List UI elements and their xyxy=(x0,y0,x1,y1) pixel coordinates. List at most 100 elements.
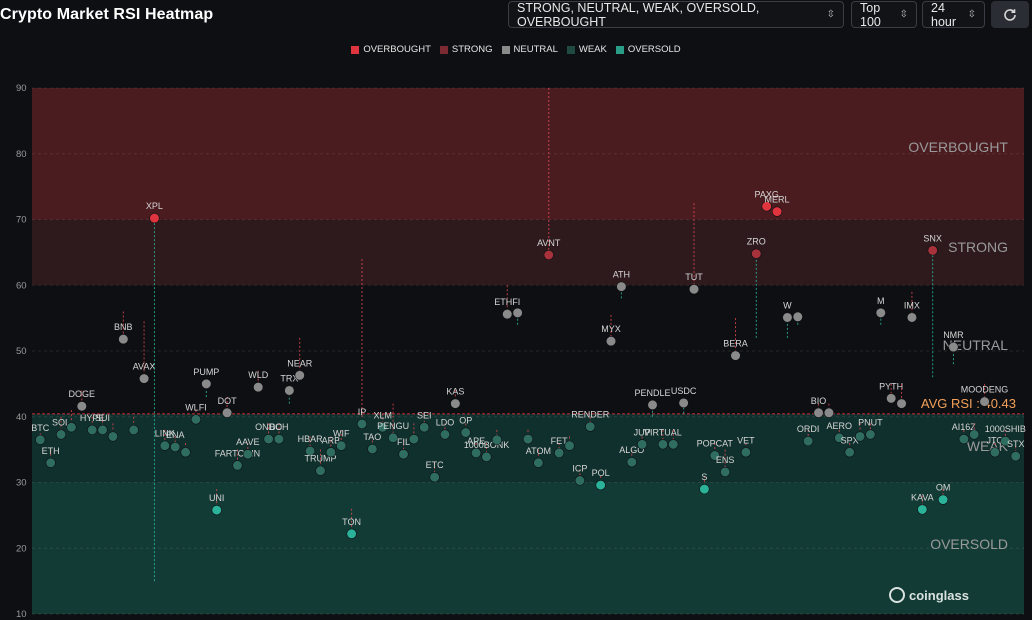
point-hbar[interactable] xyxy=(304,445,316,457)
point-ondo[interactable] xyxy=(263,434,274,445)
point-merl[interactable] xyxy=(771,206,783,217)
point-myx[interactable] xyxy=(605,336,617,347)
point-popcat[interactable] xyxy=(709,450,720,461)
point-unlabeled[interactable] xyxy=(854,431,866,442)
point-unlabeled[interactable] xyxy=(564,440,575,451)
legend-item-oversold[interactable]: OVERSOLD xyxy=(615,44,681,55)
point-ton[interactable] xyxy=(346,528,357,539)
point-zro[interactable] xyxy=(751,248,762,259)
refresh-button[interactable] xyxy=(991,1,1029,28)
point-sei[interactable] xyxy=(419,422,430,433)
point-ath[interactable] xyxy=(616,281,627,292)
point-stx[interactable] xyxy=(1010,451,1021,462)
point-near[interactable] xyxy=(294,370,305,381)
point-hype[interactable] xyxy=(87,424,98,436)
point-unlabeled[interactable] xyxy=(180,447,191,458)
point-bnb[interactable] xyxy=(118,334,129,345)
point-icp[interactable] xyxy=(574,475,585,486)
point-sol[interactable] xyxy=(55,429,67,440)
point-bio[interactable] xyxy=(813,407,824,418)
point-wif[interactable] xyxy=(336,440,347,451)
point-unlabeled[interactable] xyxy=(491,434,502,445)
point-render[interactable] xyxy=(585,421,596,432)
point-ethfi[interactable] xyxy=(502,309,513,320)
point-ldo[interactable] xyxy=(439,429,451,440)
point-fartcoin[interactable] xyxy=(232,460,243,471)
point-jto[interactable] xyxy=(989,447,1001,458)
point-arb[interactable] xyxy=(325,447,336,458)
point-m[interactable] xyxy=(875,307,886,318)
point-op[interactable] xyxy=(460,427,471,438)
point-dot[interactable] xyxy=(221,407,233,418)
point-pump[interactable] xyxy=(201,378,212,389)
point-usdc[interactable] xyxy=(678,397,689,409)
point-eth[interactable] xyxy=(45,457,56,468)
point-ordi[interactable] xyxy=(803,435,814,447)
point-paxg[interactable] xyxy=(761,201,772,212)
point-ip[interactable] xyxy=(356,418,368,430)
point-unlabeled[interactable] xyxy=(668,439,679,450)
legend-item-overbought[interactable]: OVERBOUGHT xyxy=(351,44,431,55)
point-link[interactable] xyxy=(159,440,170,451)
point-snx[interactable] xyxy=(927,245,938,256)
point-xpl[interactable] xyxy=(149,213,160,224)
point-s[interactable] xyxy=(699,483,710,495)
point-fet[interactable] xyxy=(554,447,565,459)
point-atom[interactable] xyxy=(533,457,544,468)
point-unlabeled[interactable] xyxy=(823,407,835,418)
point-btc[interactable] xyxy=(35,434,46,445)
point-pol[interactable] xyxy=(595,480,606,491)
point-pendle[interactable] xyxy=(647,399,658,411)
legend-item-neutral[interactable]: NEUTRAL xyxy=(501,44,558,55)
point-unlabeled[interactable] xyxy=(66,422,77,433)
point-unlabeled[interactable] xyxy=(408,434,419,445)
point-unlabeled[interactable] xyxy=(512,307,523,318)
point-unlabeled[interactable] xyxy=(522,434,534,445)
point-avax[interactable] xyxy=(138,373,150,384)
point-algo[interactable] xyxy=(626,457,637,468)
point-ai16z[interactable] xyxy=(958,434,969,445)
point-etc[interactable] xyxy=(429,472,440,483)
point-wld[interactable] xyxy=(253,382,264,393)
point-aero[interactable] xyxy=(834,432,845,443)
point-unlabeled[interactable] xyxy=(107,431,119,442)
point-kava[interactable] xyxy=(917,504,928,515)
point-avnt[interactable] xyxy=(543,249,554,261)
point-bch[interactable] xyxy=(273,434,285,445)
point-doge[interactable] xyxy=(76,401,87,412)
point-ens[interactable] xyxy=(720,466,731,478)
point-aave[interactable] xyxy=(242,449,253,460)
point-spx[interactable] xyxy=(844,447,855,458)
point-trump[interactable] xyxy=(315,465,326,476)
point-1000shib[interactable] xyxy=(1000,435,1011,447)
legend-item-strong[interactable]: STRONG xyxy=(439,44,493,55)
point-trx[interactable] xyxy=(284,385,295,396)
point-uni[interactable] xyxy=(211,505,222,516)
period-select[interactable]: 24 hour ⇳ xyxy=(922,1,985,29)
point-virtual[interactable] xyxy=(657,439,668,450)
point-jup[interactable] xyxy=(637,439,648,450)
point-moodeng[interactable] xyxy=(979,396,990,407)
top-count-select[interactable]: Top 100 ⇳ xyxy=(851,1,917,29)
point-pnut[interactable] xyxy=(865,429,876,440)
point-kas[interactable] xyxy=(450,398,461,409)
point-vet[interactable] xyxy=(740,447,752,458)
point-nmr[interactable] xyxy=(948,341,959,353)
point-fil[interactable] xyxy=(398,449,409,460)
point-wlfi[interactable] xyxy=(190,414,202,425)
point-sui[interactable] xyxy=(97,424,108,436)
point-ena[interactable] xyxy=(170,441,181,453)
rsi-filter-select[interactable]: STRONG, NEUTRAL, WEAK, OVERSOLD, OVERBOU… xyxy=(508,1,844,29)
point-tao[interactable] xyxy=(367,443,378,455)
point-w[interactable] xyxy=(782,312,793,323)
point-tut[interactable] xyxy=(688,284,700,295)
point-pyth[interactable] xyxy=(886,393,897,404)
point-ape[interactable] xyxy=(471,447,482,459)
point-unlabeled[interactable] xyxy=(896,398,907,409)
point-om[interactable] xyxy=(937,494,949,505)
point-unlabeled[interactable] xyxy=(969,429,980,440)
point-pengu[interactable] xyxy=(388,432,399,443)
point-imx[interactable] xyxy=(906,312,918,323)
point-unlabeled[interactable] xyxy=(792,311,803,322)
legend-item-weak[interactable]: WEAK xyxy=(566,44,607,55)
